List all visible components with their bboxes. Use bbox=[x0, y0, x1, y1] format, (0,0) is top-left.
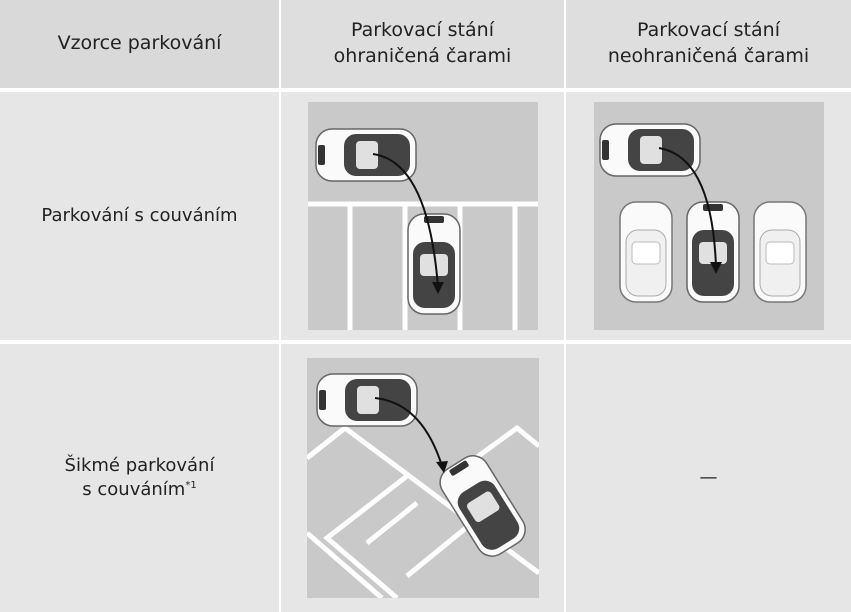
pattern-line: Šikmé parkování bbox=[64, 454, 215, 476]
header-text: Parkovací stání ohraničená čarami bbox=[333, 19, 512, 67]
header-text: Parkovací stání neohraničená čarami bbox=[607, 19, 810, 67]
illustration-cell bbox=[281, 92, 564, 340]
empty-cell: — bbox=[566, 344, 851, 612]
footnote-mark: *1 bbox=[185, 480, 197, 491]
row-label: Parkování s couváním bbox=[0, 92, 279, 340]
header-text: Vzorce parkování bbox=[57, 32, 222, 55]
illustration-cell bbox=[281, 344, 564, 612]
illustration bbox=[593, 102, 824, 330]
illustration-cell bbox=[566, 92, 851, 340]
row-label: Šikmé parkování s couváním*1 bbox=[0, 344, 279, 612]
pattern-text: Parkování s couváním bbox=[41, 204, 238, 226]
illustration bbox=[306, 358, 539, 598]
header-cell: Vzorce parkování bbox=[0, 0, 279, 88]
pattern-line: s couváním bbox=[82, 479, 186, 500]
pattern-text: Šikmé parkování s couváním*1 bbox=[65, 454, 215, 503]
illustration bbox=[307, 102, 538, 330]
header-cell: Parkovací stání ohraničená čarami bbox=[281, 0, 564, 88]
dash: — bbox=[699, 466, 718, 488]
header-cell: Parkovací stání neohraničená čarami bbox=[566, 0, 851, 88]
